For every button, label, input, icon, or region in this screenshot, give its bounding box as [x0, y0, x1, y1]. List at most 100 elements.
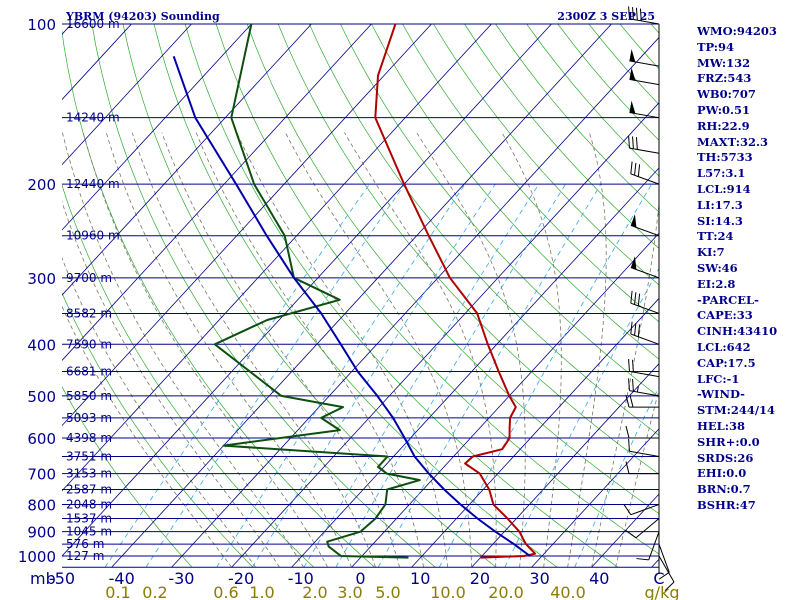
- dry-adiabat-line: [122, 24, 497, 568]
- wind-barb-feather: [625, 461, 630, 474]
- height-tick-label: 4398 m: [66, 431, 112, 445]
- mixing-ratio-tick-label: 0.1: [105, 583, 130, 600]
- pressure-tick-label: 800: [27, 496, 56, 514]
- isotherm-line: [471, 363, 659, 568]
- height-tick-label: 16600 m: [66, 17, 120, 31]
- temperature-tick-label: 0: [355, 569, 365, 588]
- index-item: CAP:17.5: [697, 355, 756, 370]
- height-tick-label: 6681 m: [66, 365, 112, 379]
- mixing-ratio-tick-label: 20.0: [488, 583, 524, 600]
- wind-barb-feather: [637, 164, 641, 177]
- mixing-ratio-line: [504, 267, 659, 568]
- height-tick-label: 127 m: [66, 549, 104, 563]
- index-item: LCL:642: [697, 339, 751, 354]
- dry-adiabat-line: [433, 24, 659, 286]
- index-item: LI:17.3: [697, 197, 743, 212]
- height-tick-label: 8582 m: [66, 306, 112, 320]
- dry-adiabat-line: [402, 24, 659, 323]
- isotherm-line: [62, 24, 552, 557]
- temperature-tick-label: -30: [168, 569, 194, 588]
- dry-adiabat-line: [464, 24, 659, 249]
- isotherm-line: [231, 102, 659, 568]
- index-item: KI:7: [697, 245, 725, 260]
- wind-barb-feather: [628, 359, 630, 372]
- index-item: BRN:0.7: [697, 482, 751, 497]
- temperature-tick-label: -10: [288, 569, 314, 588]
- wind-barb-feather: [634, 292, 637, 305]
- wind-barb-shaft: [658, 543, 670, 573]
- wind-barb-half-feather: [636, 386, 639, 393]
- index-item: -PARCEL-: [697, 292, 759, 307]
- wind-barb: [629, 67, 660, 86]
- dry-adiabat-line: [215, 24, 659, 555]
- wind-barb-feather: [625, 530, 637, 539]
- isotherm-line: [62, 24, 432, 427]
- height-tick-label: 3153 m: [66, 467, 112, 481]
- height-tick-label: 5093 m: [66, 411, 112, 425]
- pressure-tick-label: 700: [27, 466, 56, 484]
- wind-barb-feather: [625, 395, 630, 408]
- temperature-tick-label: -50: [49, 569, 75, 588]
- isotherm-line: [62, 24, 492, 492]
- wind-barb-shaft: [648, 531, 660, 561]
- temperature-tick-label: 40: [589, 569, 609, 588]
- dry-adiabat-line: [62, 292, 254, 568]
- temperature-tick-label: C: [653, 569, 664, 588]
- dry-adiabat-line: [246, 24, 659, 515]
- isobar-lines: [62, 23, 659, 568]
- temperature-tick-label: 30: [529, 569, 549, 588]
- temperature-tick-label: -20: [228, 569, 254, 588]
- height-tick-label: 576 m: [66, 537, 104, 551]
- wind-barb-flag: [629, 49, 636, 62]
- wind-barb-feather: [628, 6, 630, 19]
- wind-barb-feather: [630, 290, 633, 304]
- temperature-tick-label: 10: [410, 569, 430, 588]
- mixing-ratio-line: [145, 183, 406, 568]
- wind-barb-flag: [630, 214, 637, 228]
- pressure-tick-label: 500: [27, 388, 56, 406]
- isotherm-line: [62, 24, 372, 361]
- wind-barb-feather: [636, 558, 649, 561]
- height-tick-label: 7590 m: [66, 337, 112, 351]
- moist-adiabat-line: [285, 132, 473, 568]
- wind-barb-feather: [630, 321, 633, 335]
- isotherm-lines: [0, 24, 659, 568]
- dry-adiabat-line: [371, 24, 659, 360]
- index-item: L57:3.1: [697, 166, 746, 181]
- wind-barbs: [623, 6, 675, 591]
- wind-barb: [628, 378, 660, 397]
- wind-barb-feather: [658, 571, 670, 580]
- wind-barb-feather: [639, 8, 642, 21]
- index-item: SW:46: [697, 260, 738, 275]
- index-item: TH:5733: [697, 150, 753, 165]
- mixing-ratio-tick-label: g/kg: [645, 583, 680, 600]
- isotherm-line: [0, 24, 11, 567]
- wind-barb-feather: [623, 504, 632, 515]
- wind-barb: [628, 359, 660, 378]
- wind-barb-shaft: [629, 390, 660, 397]
- pressure-tick-label: 200: [27, 176, 56, 194]
- wind-barb-flag: [629, 67, 636, 81]
- isotherm-line: [531, 428, 659, 568]
- index-item: TT:24: [697, 229, 734, 244]
- wind-barb: [630, 290, 660, 314]
- height-tick-label: 10960 m: [66, 229, 120, 243]
- isotherm-line: [62, 24, 312, 296]
- mixing-ratio-line: [303, 183, 540, 568]
- parcel-line: [172, 55, 531, 557]
- index-item: RH:22.9: [697, 118, 750, 133]
- pressure-unit-label: mb: [30, 569, 56, 588]
- moist-adiabat-line: [62, 132, 304, 568]
- wind-barb: [628, 6, 660, 25]
- dry-adiabat-line: [340, 24, 659, 398]
- moist-adiabat-lines: [62, 132, 659, 568]
- mixing-ratio-line: [104, 183, 370, 568]
- index-item: LCL:914: [697, 181, 751, 196]
- mixing-ratio-tick-label: 0.6: [213, 583, 238, 600]
- dry-adiabat-line: [277, 24, 659, 475]
- mixing-ratio-lines: [104, 183, 659, 568]
- mixing-ratio-line: [216, 183, 466, 568]
- index-item: SRDS:26: [697, 450, 754, 465]
- index-item: STM:244/14: [697, 403, 776, 418]
- index-item: BSHR:47: [697, 497, 756, 512]
